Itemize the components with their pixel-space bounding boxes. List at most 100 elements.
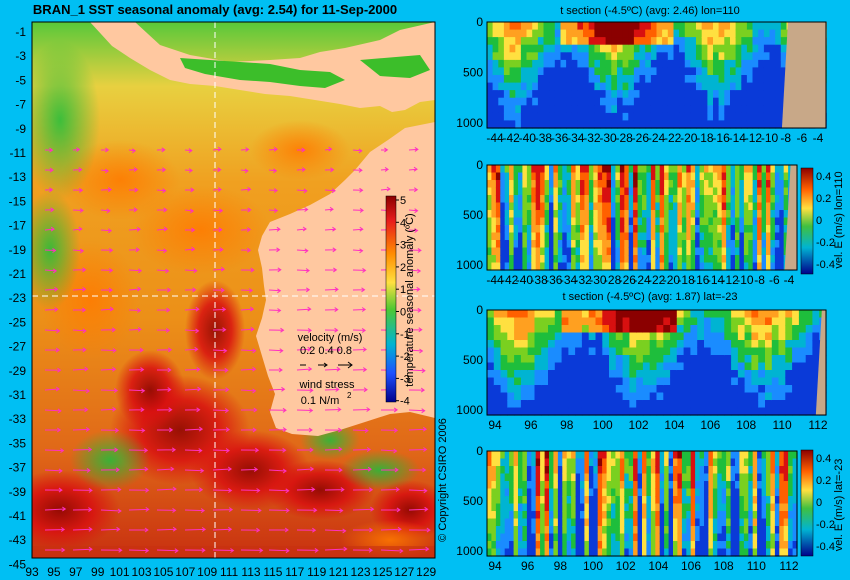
section-cell — [575, 488, 581, 497]
section-cell — [664, 526, 670, 535]
section-cell — [690, 187, 696, 196]
section-cell — [487, 317, 495, 326]
section-cell — [495, 451, 501, 460]
section-cell — [739, 533, 745, 542]
section-cell — [779, 488, 785, 497]
section-cell — [535, 496, 541, 505]
section-cell — [527, 355, 536, 364]
section-cell — [676, 325, 685, 334]
section-cell — [513, 488, 519, 497]
wind-stress-arrow — [100, 366, 117, 372]
section-cell — [629, 392, 637, 401]
section-cell — [498, 29, 505, 38]
section-cell — [730, 165, 736, 174]
section-cell — [699, 451, 705, 460]
section-cell — [730, 90, 737, 99]
section-cell — [522, 187, 528, 196]
section-cell — [741, 75, 748, 84]
section-cell — [763, 90, 771, 99]
wind-unit-superscript: 2 — [347, 391, 352, 400]
section-cell — [798, 407, 807, 416]
section-cell — [526, 511, 532, 520]
section-cell — [566, 120, 573, 129]
section-cell — [792, 458, 798, 467]
wind-stress-arrow — [240, 168, 249, 174]
x-tick-label: -42 — [502, 131, 520, 145]
section-cell — [518, 225, 523, 234]
lat-tick-label: -5 — [15, 73, 26, 87]
lon-tick-label: 113 — [241, 565, 260, 579]
section-cell — [673, 488, 678, 497]
section-cell — [659, 240, 665, 249]
section-cell — [670, 385, 678, 394]
section-cell — [690, 481, 696, 490]
section-cell — [788, 473, 794, 482]
section-cell — [609, 407, 617, 416]
section-cell — [593, 488, 599, 497]
wind-stress-arrow — [128, 487, 150, 493]
section-cell — [509, 37, 516, 46]
section-cell — [649, 340, 658, 349]
section-cell — [584, 202, 590, 211]
section-cell — [495, 255, 501, 264]
section-cell — [690, 217, 696, 226]
section-cell — [633, 180, 639, 189]
section-cell — [780, 29, 788, 38]
section-cell — [724, 310, 732, 319]
wind-stress-arrow — [296, 207, 309, 212]
section-cell — [605, 120, 612, 129]
section-cell — [633, 247, 639, 256]
section-cell — [503, 75, 511, 84]
section-cell — [580, 503, 585, 512]
section-cell — [655, 496, 661, 505]
section-cell — [785, 407, 793, 416]
section-cell — [744, 332, 752, 341]
section-cell — [670, 355, 678, 364]
section-cell — [544, 533, 550, 542]
section-cell — [699, 533, 705, 542]
section-cell — [650, 187, 656, 196]
section-cell — [712, 247, 718, 256]
section-cell — [746, 52, 754, 61]
section-cell — [771, 317, 780, 326]
section-cell — [690, 67, 697, 76]
section-cell — [493, 400, 502, 409]
section-cell — [509, 67, 516, 76]
section-cell — [561, 325, 569, 334]
lon-tick-label: 107 — [175, 565, 195, 579]
section-cell — [769, 37, 776, 46]
section-cell — [628, 518, 634, 527]
x-tick-label: -10 — [761, 131, 779, 145]
section-cell — [581, 340, 590, 349]
section-cell — [805, 325, 814, 334]
section-cell — [491, 187, 497, 196]
section-cell — [571, 262, 577, 271]
section-cell — [593, 210, 599, 219]
section-cell — [704, 195, 709, 204]
x-tick-label: -6 — [769, 273, 780, 287]
section-cell — [541, 400, 549, 409]
wind-stress-arrow — [44, 487, 63, 493]
section-cell — [500, 481, 506, 490]
wind-stress-arrow — [380, 186, 391, 192]
section-cell — [646, 210, 652, 219]
section-cell — [617, 105, 624, 114]
section-cell — [748, 518, 754, 527]
section-cell — [774, 165, 780, 174]
section-cell — [597, 458, 603, 467]
section-cell — [751, 370, 759, 379]
section-cell — [659, 548, 665, 557]
section-cell — [676, 385, 685, 394]
section-cell — [549, 481, 554, 490]
section-cell — [615, 473, 621, 482]
section-cell — [696, 120, 703, 129]
section-cell — [766, 247, 771, 256]
section-cell — [663, 392, 671, 401]
wind-stress-arrow — [128, 167, 138, 172]
section-cell — [695, 541, 701, 550]
section-cell — [491, 473, 497, 482]
section-cell — [593, 458, 599, 467]
section-cell — [557, 225, 563, 234]
section-cell — [642, 548, 647, 557]
wind-stress-arrow — [44, 408, 62, 414]
